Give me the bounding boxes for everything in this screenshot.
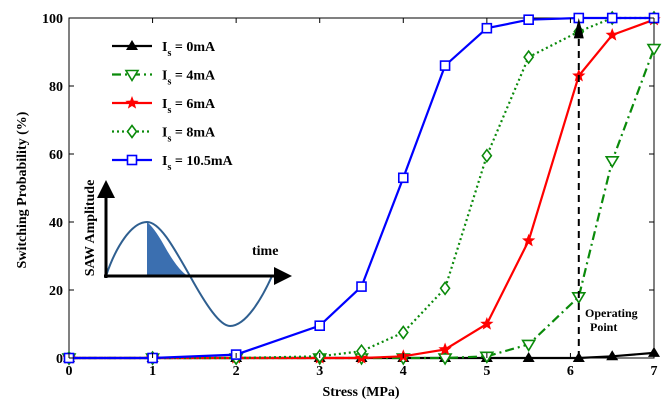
y-tick-label: 100 — [42, 12, 63, 27]
x-tick-label: 5 — [483, 364, 490, 379]
axis-layer: 0 1 2 3 4 5 6 7 0 20 40 60 80 100 — [42, 12, 658, 379]
x-tick-label: 3 — [316, 364, 323, 379]
saw-inset: SAW Amplitude time — [83, 180, 292, 328]
series-line — [69, 18, 655, 360]
legend-label: Is = 8mA — [162, 126, 216, 145]
saw-x-arrowhead — [274, 267, 292, 285]
saw-y-arrowhead — [97, 180, 115, 198]
legend-label: Is = 6mA — [162, 97, 216, 116]
plot-area — [68, 17, 655, 359]
legend: Is = 0mA Is = 4mA Is = 6mA Is = 8mA Is = 10.… — [112, 40, 233, 173]
x-tick-label: 7 — [651, 364, 658, 379]
data-point — [437, 353, 453, 366]
legend-item-2: Is = 6mA — [112, 96, 216, 116]
legend-item-1: Is = 4mA — [112, 69, 216, 88]
legend-item-0: Is = 0mA — [112, 40, 216, 59]
data-point — [356, 281, 367, 292]
y-tick-label: 40 — [49, 216, 63, 231]
data-point — [397, 325, 409, 340]
data-point — [604, 156, 620, 169]
data-point — [438, 342, 452, 356]
legend-label: Is = 0mA — [162, 40, 216, 59]
data-point — [521, 339, 537, 352]
operating-point-label-line1: Operating — [585, 306, 638, 320]
data-point — [439, 280, 451, 296]
legend-item-3: Is = 8mA — [112, 124, 216, 145]
data-point — [605, 28, 619, 41]
data-point — [481, 148, 493, 164]
data-point — [356, 343, 367, 359]
y-tick-label: 0 — [56, 352, 63, 367]
data-point — [523, 14, 534, 25]
legend-swatch-marker — [124, 69, 140, 83]
data-point — [606, 350, 619, 361]
y-axis-title: Switching Probability (%) — [15, 111, 30, 268]
x-tick-label: 4 — [400, 364, 407, 379]
operating-point-arrowhead — [573, 18, 584, 39]
data-point — [481, 22, 493, 34]
legend-swatch-marker — [126, 124, 138, 139]
y-tick-label: 60 — [49, 148, 63, 163]
series-line — [69, 16, 654, 360]
x-tick-label: 6 — [567, 364, 574, 379]
data-point — [648, 346, 660, 357]
saw-amplitude-label: SAW Amplitude — [83, 180, 98, 277]
x-axis-title: Stress (MPa) — [322, 385, 399, 400]
saw-positive-fill — [147, 222, 190, 276]
legend-label: Is = 10.5mA — [162, 154, 233, 173]
x-tick-label: 2 — [233, 364, 240, 379]
x-tick-label: 0 — [66, 364, 73, 379]
legend-item-4: Is = 10.5mA — [112, 154, 233, 173]
legend-swatch-marker — [126, 154, 138, 166]
legend-label: Is = 4mA — [162, 69, 216, 88]
data-point — [480, 317, 494, 330]
data-point — [439, 60, 451, 71]
data-point — [397, 172, 409, 184]
data-point — [646, 43, 662, 57]
y-tick-label: 80 — [49, 80, 63, 95]
data-point — [523, 49, 535, 65]
x-tick-label: 1 — [149, 364, 156, 379]
data-point — [521, 233, 536, 247]
saw-time-label: time — [252, 244, 278, 259]
y-tick-label: 20 — [49, 284, 63, 299]
operating-point-annotation: Operating Point — [573, 18, 638, 358]
data-point — [606, 12, 618, 24]
operating-point-label-line2: Point — [590, 320, 617, 334]
legend-swatch-marker — [126, 40, 138, 50]
data-point — [522, 352, 535, 362]
data-point — [314, 320, 326, 332]
legend-swatch-marker — [125, 96, 139, 109]
